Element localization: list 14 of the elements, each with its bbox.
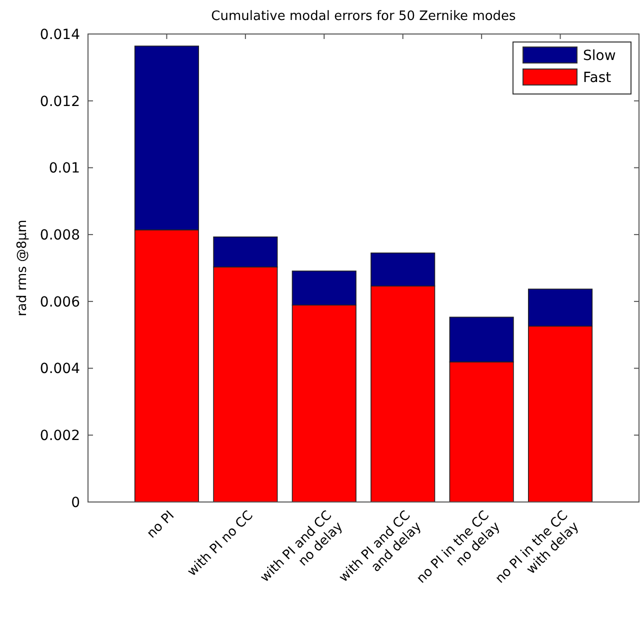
y-tick-label: 0.01 bbox=[48, 160, 80, 177]
y-tick-label: 0.006 bbox=[40, 294, 80, 310]
y-tick-label: 0.002 bbox=[40, 428, 80, 444]
y-tick-label: 0 bbox=[71, 494, 80, 511]
y-tick-label: 0.008 bbox=[40, 227, 80, 244]
y-tick-label: 0.012 bbox=[40, 94, 80, 110]
x-tick-label: with PI no CC bbox=[184, 508, 256, 580]
y-axis-title: rad rms @8µm bbox=[15, 220, 30, 316]
y-tick-label: 0.004 bbox=[40, 361, 80, 378]
legend-label: Fast bbox=[583, 70, 612, 86]
chart-title: Cumulative modal errors for 50 Zernike modes bbox=[211, 9, 516, 24]
x-tick-label: no PI bbox=[144, 508, 178, 542]
legend-label: Slow bbox=[583, 48, 616, 64]
y-tick-label: 0.014 bbox=[40, 26, 80, 43]
